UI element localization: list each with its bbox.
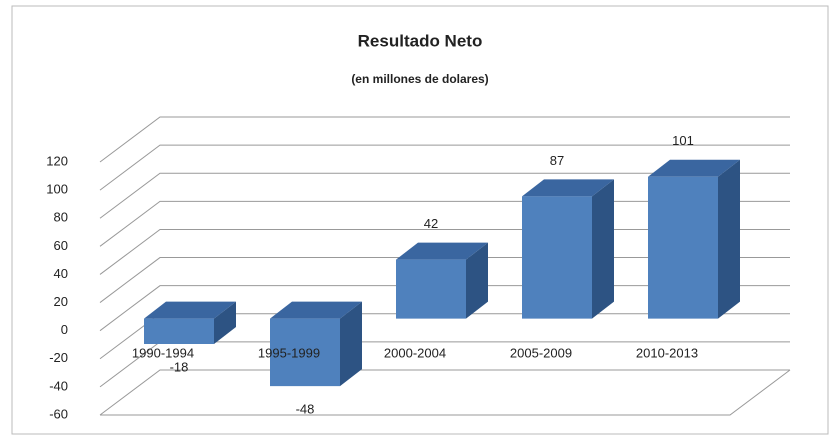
bar-top — [144, 301, 236, 319]
bar-side — [718, 159, 740, 319]
x-tick-label: 1990-1994 — [132, 345, 194, 360]
value-label: 87 — [550, 153, 564, 168]
grid-line — [99, 144, 790, 191]
bar-top — [522, 179, 614, 197]
y-tick-label: -60 — [49, 406, 68, 421]
x-tick-label: 1995-1999 — [258, 345, 320, 360]
y-tick-label: 120 — [46, 153, 68, 168]
y-tick-label: -40 — [49, 378, 68, 393]
value-label: -18 — [170, 359, 189, 374]
bar-front — [270, 318, 340, 387]
bar-side — [340, 301, 362, 387]
floor — [100, 369, 791, 416]
y-tick-label: -20 — [49, 350, 68, 365]
grid-line — [99, 369, 790, 416]
y-tick-label: 0 — [61, 322, 68, 337]
bar — [396, 242, 488, 319]
x-tick-label: 2010-2013 — [636, 345, 698, 360]
value-label: 101 — [672, 133, 694, 148]
bar-top — [648, 159, 740, 177]
bar-top — [270, 301, 362, 319]
value-label: 42 — [424, 216, 438, 231]
chart-title: Resultado Neto — [358, 31, 483, 50]
y-tick-label: 100 — [46, 182, 68, 197]
x-tick-label: 2005-2009 — [510, 345, 572, 360]
bar — [144, 301, 236, 344]
bar-top — [396, 242, 488, 260]
grid-line — [99, 172, 790, 219]
chart-subtitle: (en millones de dolares) — [351, 72, 488, 86]
bar-front — [396, 259, 466, 319]
bar-side — [592, 179, 614, 319]
bar-front — [522, 196, 592, 319]
y-tick-label: 20 — [54, 294, 68, 309]
value-label: -48 — [296, 402, 315, 417]
bar-front — [144, 318, 214, 344]
bar-side — [466, 242, 488, 319]
bar-side — [214, 301, 236, 344]
y-tick-label: 80 — [54, 210, 68, 225]
grid-line — [99, 116, 790, 163]
bar-front — [648, 176, 718, 319]
bar — [522, 179, 614, 319]
x-tick-label: 2000-2004 — [384, 345, 446, 360]
bar — [270, 301, 362, 387]
y-tick-label: 40 — [54, 266, 68, 281]
y-tick-label: 60 — [54, 238, 68, 253]
bar — [648, 159, 740, 319]
